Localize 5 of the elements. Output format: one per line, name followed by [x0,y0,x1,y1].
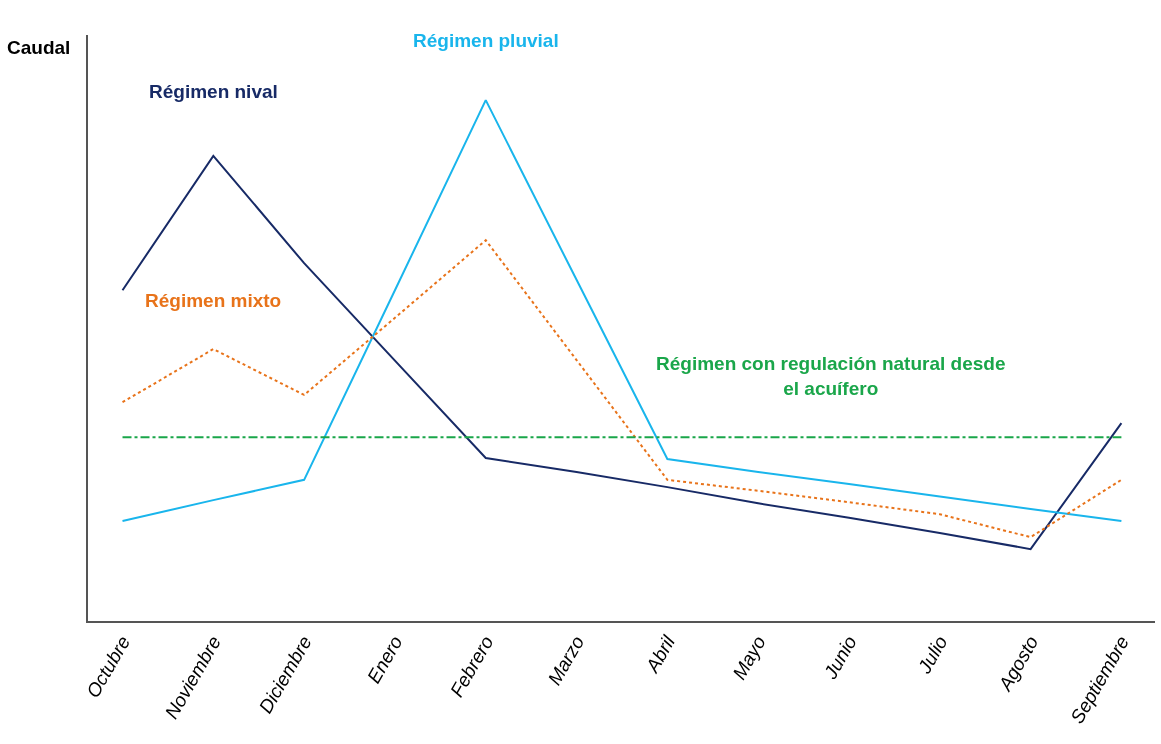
y-axis-title: Caudal [7,37,71,58]
text: Régimen nival [149,81,278,102]
text: Régimen mixto [145,290,282,311]
text: Régimen pluvial [413,30,559,51]
text: Régimen con regulación natural desde el acuífero [656,353,1006,399]
